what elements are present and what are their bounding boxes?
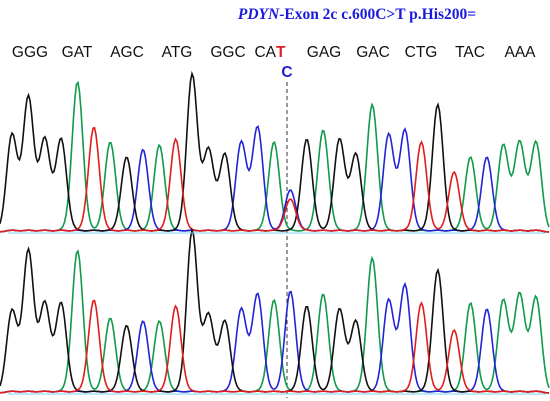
- figure-title: PDYN-Exon 2c c.600C>T p.His200=: [238, 6, 476, 23]
- codon-label: GAC: [356, 44, 390, 61]
- codon-label: ATG: [162, 44, 193, 61]
- codon-label: AGC: [110, 44, 144, 61]
- codon-label: TAC: [455, 44, 485, 61]
- codon-label: AAA: [504, 44, 536, 61]
- trace-channel-A: [0, 80, 550, 233]
- codon-label: CTG: [405, 44, 438, 61]
- trace-channel-T: [0, 299, 550, 394]
- variant-base: T: [276, 44, 286, 61]
- codon-label: GAT: [62, 44, 93, 61]
- patient-trace: [0, 70, 550, 233]
- codon-label-mutated: CAT: [254, 44, 286, 61]
- trace-channel-G: [0, 70, 550, 233]
- trace-channel-G: [0, 227, 550, 394]
- title-gene: PDYN: [238, 6, 280, 23]
- codon-row: GGG GAT AGC ATG GGC CAT GAG GAC CTG TAC …: [12, 44, 536, 61]
- control-trace: [0, 227, 550, 394]
- reference-base: C: [281, 64, 292, 81]
- codon-prefix: CA: [254, 44, 276, 61]
- trace-channel-T: [0, 126, 550, 233]
- codon-label: GGC: [210, 44, 245, 61]
- codon-label: GGG: [12, 44, 48, 61]
- trace-channel-A: [0, 249, 550, 394]
- title-variant: -Exon 2c c.600C>T p.His200=: [279, 6, 476, 23]
- codon-label: GAG: [307, 44, 341, 61]
